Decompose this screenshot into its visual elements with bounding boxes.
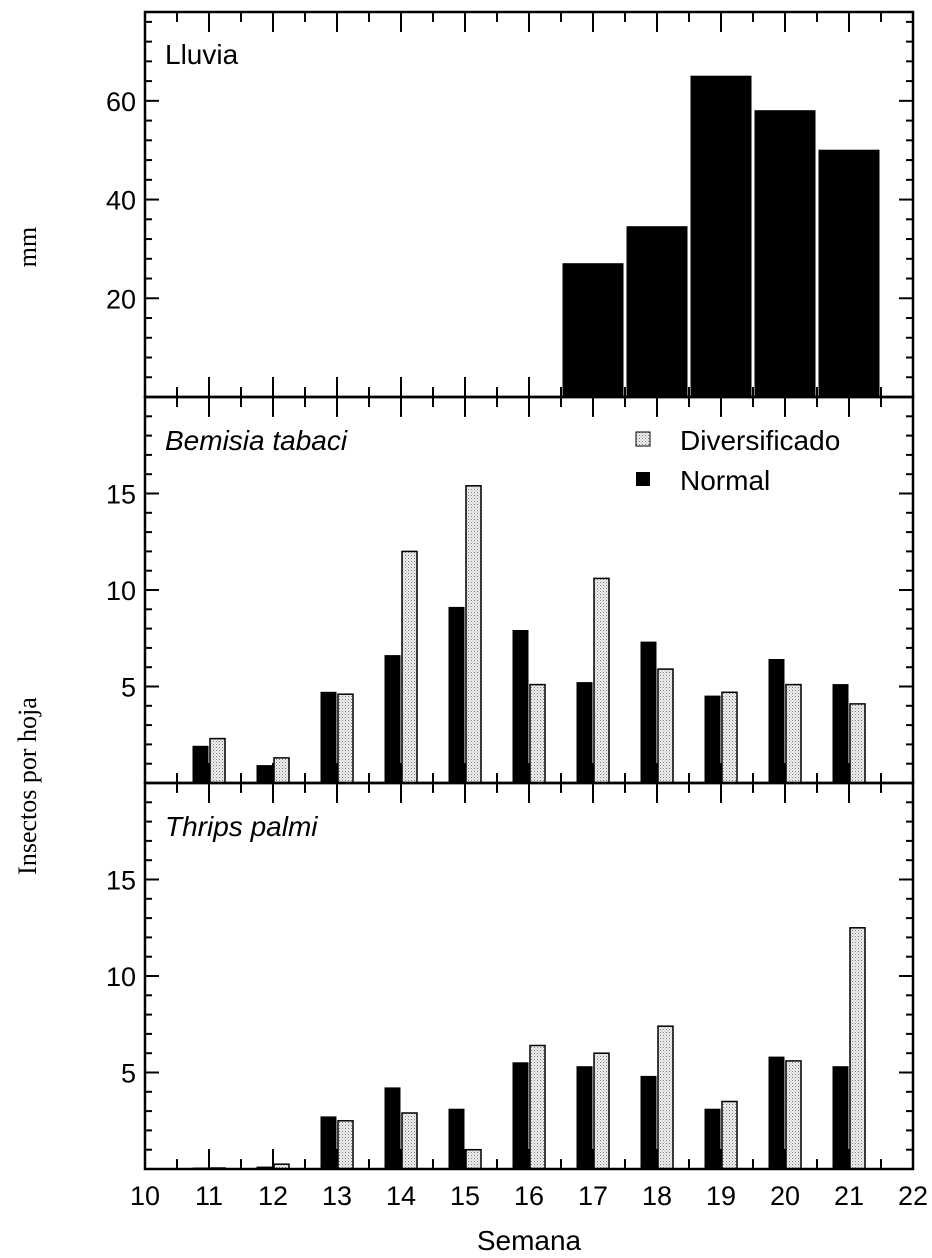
axes-layer bbox=[143, 10, 915, 1171]
y-tick-label-panel1: 60 bbox=[106, 87, 136, 117]
bar-1-lluvia-19 bbox=[690, 75, 752, 398]
bar-3-diversificado-16 bbox=[529, 1044, 546, 1170]
x-tick-label: 14 bbox=[386, 1181, 416, 1211]
y-tick-label-panel1: 20 bbox=[106, 284, 136, 314]
text-layer: mm Insectos por hoja Semana Lluvia Bemis… bbox=[13, 39, 928, 1256]
panel-title-bemisia: Bemisia tabaci bbox=[165, 425, 348, 456]
y-axis-label-insects: Insectos por hoja bbox=[13, 697, 42, 875]
legend-swatch-normal bbox=[636, 472, 650, 486]
y-axis-label-rain: mm bbox=[13, 227, 42, 267]
bar-3-diversificado-21 bbox=[849, 927, 866, 1170]
bar-3-normal-16 bbox=[512, 1062, 529, 1170]
bar-2-diversificado-17 bbox=[593, 577, 610, 784]
bar-2-diversificado-20 bbox=[785, 683, 802, 784]
bar-2-normal-19 bbox=[704, 695, 721, 784]
bar-2-diversificado-11 bbox=[209, 737, 226, 784]
panel-title-rain: Lluvia bbox=[165, 39, 239, 70]
x-tick-label: 19 bbox=[706, 1181, 736, 1211]
bar-3-normal-18 bbox=[640, 1075, 657, 1170]
x-tick-label: 18 bbox=[642, 1181, 672, 1211]
bar-2-normal-13 bbox=[320, 691, 337, 784]
x-axis-label: Semana bbox=[477, 1225, 582, 1256]
bar-2-diversificado-12 bbox=[273, 757, 290, 784]
bar-2-normal-20 bbox=[768, 659, 785, 784]
bar-1-lluvia-17 bbox=[562, 263, 624, 398]
bar-2-normal-16 bbox=[512, 630, 529, 784]
y-tick-label-panel2: 15 bbox=[106, 480, 136, 510]
bar-3-normal-13 bbox=[320, 1116, 337, 1170]
bar-3-diversificado-14 bbox=[401, 1112, 418, 1170]
bar-3-normal-19 bbox=[704, 1108, 721, 1170]
bar-3-normal-14 bbox=[384, 1087, 401, 1170]
bar-2-diversificado-18 bbox=[657, 668, 674, 784]
bar-2-diversificado-21 bbox=[849, 703, 866, 784]
y-tick-label-panel3: 10 bbox=[106, 962, 136, 992]
y-tick-label-panel3: 5 bbox=[121, 1059, 136, 1089]
bar-2-normal-14 bbox=[384, 655, 401, 784]
bar-2-normal-12 bbox=[256, 765, 273, 784]
x-tick-label: 22 bbox=[898, 1181, 928, 1211]
bar-1-lluvia-20 bbox=[754, 110, 816, 398]
bar-3-normal-21 bbox=[832, 1066, 849, 1170]
bar-3-diversificado-17 bbox=[593, 1052, 610, 1170]
x-tick-label: 13 bbox=[322, 1181, 352, 1211]
y-tick-label-panel2: 10 bbox=[106, 576, 136, 606]
x-tick-label: 10 bbox=[130, 1181, 160, 1211]
bar-3-diversificado-13 bbox=[337, 1120, 354, 1170]
x-tick-label: 20 bbox=[770, 1181, 800, 1211]
legend-swatch-diversificado bbox=[635, 431, 651, 447]
bar-3-normal-15 bbox=[448, 1108, 465, 1170]
bar-2-normal-11 bbox=[192, 745, 209, 784]
bars-layer bbox=[192, 75, 880, 1170]
legend-label-normal: Normal bbox=[680, 465, 770, 496]
panel-title-thrips: Thrips palmi bbox=[165, 811, 318, 842]
x-tick-label: 17 bbox=[578, 1181, 608, 1211]
legend: Diversificado Normal bbox=[635, 425, 840, 496]
x-tick-label: 21 bbox=[834, 1181, 864, 1211]
bar-2-diversificado-14 bbox=[401, 550, 418, 784]
bar-1-lluvia-21 bbox=[818, 149, 880, 398]
bar-3-diversificado-15 bbox=[465, 1148, 482, 1170]
y-tick-label-panel3: 15 bbox=[106, 866, 136, 896]
bar-3-normal-20 bbox=[768, 1056, 785, 1170]
y-tick-label-panel2: 5 bbox=[121, 673, 136, 703]
bar-2-diversificado-15 bbox=[465, 485, 482, 784]
x-tick-label: 16 bbox=[514, 1181, 544, 1211]
bar-2-normal-15 bbox=[448, 606, 465, 784]
x-tick-label: 12 bbox=[258, 1181, 288, 1211]
bar-2-diversificado-16 bbox=[529, 683, 546, 784]
x-tick-label: 15 bbox=[450, 1181, 480, 1211]
bar-2-diversificado-19 bbox=[721, 691, 738, 784]
bar-2-normal-18 bbox=[640, 641, 657, 784]
bar-2-normal-21 bbox=[832, 684, 849, 784]
y-tick-label-panel1: 40 bbox=[106, 186, 136, 216]
bar-2-diversificado-13 bbox=[337, 693, 354, 784]
legend-label-diversificado: Diversificado bbox=[680, 425, 840, 456]
bar-3-diversificado-18 bbox=[657, 1025, 674, 1170]
bar-3-normal-17 bbox=[576, 1066, 593, 1170]
bar-1-lluvia-18 bbox=[626, 226, 688, 398]
bar-2-normal-17 bbox=[576, 682, 593, 784]
bar-3-diversificado-20 bbox=[785, 1060, 802, 1170]
bar-3-diversificado-19 bbox=[721, 1100, 738, 1170]
x-tick-label: 11 bbox=[195, 1181, 223, 1211]
